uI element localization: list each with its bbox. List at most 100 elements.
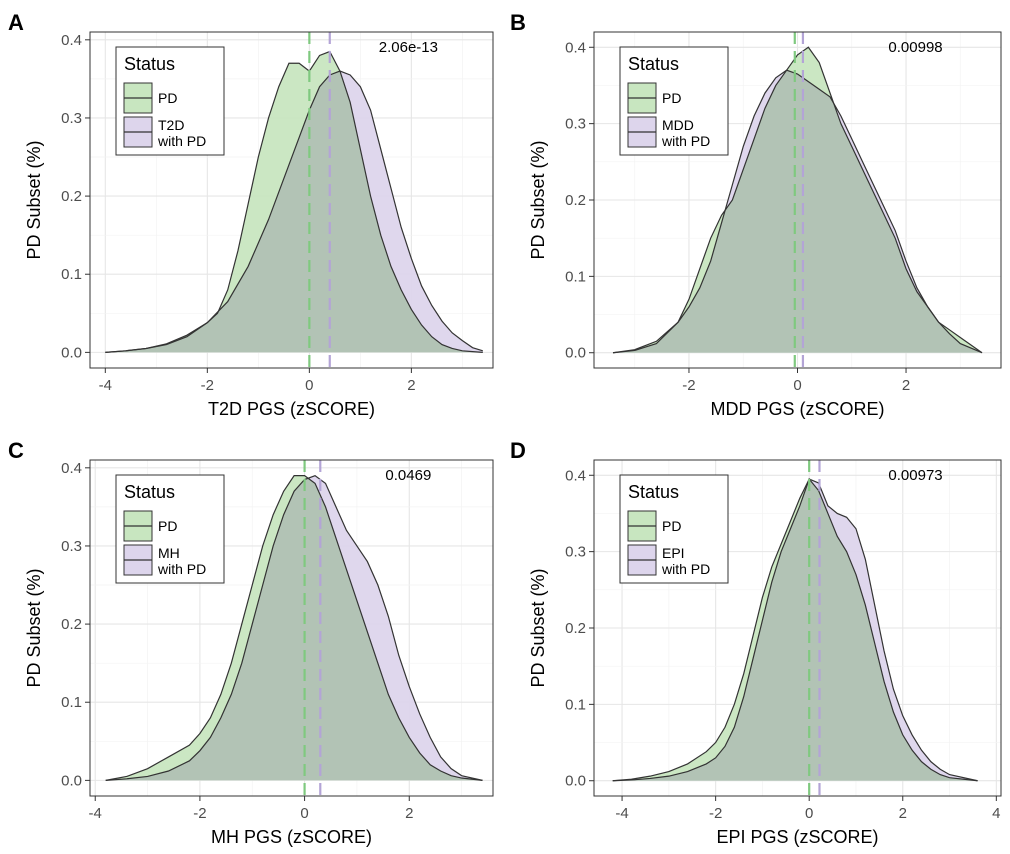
- y-tick-label: 0.1: [565, 268, 586, 285]
- legend-label-comorbid: MDD with PD: [661, 117, 710, 149]
- density-outline-pd: [105, 475, 483, 781]
- density-outline-comorbid: [612, 69, 983, 354]
- p-value-annotation: 0.00998: [888, 39, 942, 56]
- legend-label-comorbid: MH with PD: [157, 545, 206, 577]
- x-tick-label: 0: [300, 805, 308, 822]
- x-tick-label: 2: [899, 805, 907, 822]
- legend-label-line: with PD: [661, 561, 710, 577]
- legend-label-line: MDD: [662, 117, 694, 133]
- legend-label-line: T2D: [158, 117, 184, 133]
- x-tick-label: -2: [201, 377, 214, 394]
- y-tick-label: 0.3: [565, 544, 586, 561]
- legend-label-line: with PD: [157, 561, 206, 577]
- plot-border: [89, 459, 494, 797]
- y-tick-label: 0.4: [565, 467, 586, 484]
- y-tick-label: 0.1: [61, 266, 82, 283]
- legend-label-line: MH: [158, 545, 180, 561]
- x-tick-label: 0: [305, 377, 313, 394]
- y-tick-label: 0.2: [565, 192, 586, 209]
- p-value-annotation: 0.0469: [385, 467, 431, 484]
- y-tick-label: 0.2: [565, 620, 586, 637]
- legend: Status PD T2D with PD: [115, 46, 225, 156]
- x-tick-label: 2: [405, 805, 413, 822]
- density-area-comorbid: [105, 475, 483, 781]
- y-axis-title: PD Subset (%): [24, 568, 44, 687]
- x-tick-label: 4: [992, 805, 1000, 822]
- legend: Status PD MH with PD: [115, 474, 225, 584]
- x-axis-title: MH PGS (zSCORE): [211, 827, 372, 847]
- x-tick-label: -4: [89, 805, 102, 822]
- legend-title: Status: [628, 482, 679, 502]
- p-value-annotation: 2.06e-13: [379, 39, 438, 56]
- x-tick-label: -4: [99, 377, 112, 394]
- legend-label-pd: PD: [158, 518, 177, 534]
- panel-letter: A: [8, 10, 24, 35]
- panel-letter: C: [8, 438, 24, 463]
- y-tick-label: 0.3: [61, 110, 82, 127]
- y-axis-title: PD Subset (%): [24, 140, 44, 259]
- axes: -2 0 2 0.0 0.1 0.2 0.3 0.4: [565, 39, 910, 394]
- y-tick-label: 0.4: [61, 32, 82, 49]
- x-tick-label: -4: [615, 805, 628, 822]
- legend-label-line: with PD: [661, 133, 710, 149]
- density-area-comorbid: [105, 71, 483, 353]
- y-tick-label: 0.1: [61, 694, 82, 711]
- density-outline-comorbid: [105, 474, 483, 781]
- y-tick-label: 0.2: [61, 188, 82, 205]
- y-tick-label: 0.0: [565, 345, 586, 362]
- y-tick-label: 0.3: [61, 538, 82, 555]
- y-tick-label: 0.2: [61, 616, 82, 633]
- legend-label-comorbid: T2D with PD: [157, 117, 206, 149]
- axes: -4 -2 0 2 4 0.0 0.1 0.2 0.3 0.4: [565, 467, 1000, 822]
- y-tick-label: 0.0: [61, 344, 82, 361]
- p-value-annotation: 0.00973: [888, 467, 942, 484]
- density-areas: [612, 46, 983, 354]
- x-tick-label: 0: [793, 377, 801, 394]
- legend-label-line: PD: [662, 518, 681, 534]
- density-outline-comorbid: [105, 70, 483, 353]
- y-tick-label: 0.0: [61, 772, 82, 789]
- y-tick-label: 0.1: [565, 696, 586, 713]
- x-tick-label: -2: [682, 377, 695, 394]
- panel-a: -4 -2 0 2 0.0 0.1 0.2 0.3 0.4 T2D PGS (zSCORE) PD …: [8, 10, 494, 419]
- x-tick-label: 2: [902, 377, 910, 394]
- x-axis-title: MDD PGS (zSCORE): [710, 399, 884, 419]
- x-axis-title: T2D PGS (zSCORE): [208, 399, 375, 419]
- density-outline-pd: [612, 46, 983, 354]
- legend-label-line: PD: [158, 518, 177, 534]
- legend-label-line: PD: [158, 90, 177, 106]
- panel-c: -4 -2 0 2 0.0 0.1 0.2 0.3 0.4 MH PGS (zSCORE) PD S…: [8, 438, 494, 847]
- legend-label-pd: PD: [158, 90, 177, 106]
- legend: Status PD MDD with PD: [619, 46, 729, 156]
- x-tick-label: 2: [407, 377, 415, 394]
- legend-label-line: EPI: [662, 545, 685, 561]
- panel-d: -4 -2 0 2 4 0.0 0.1 0.2 0.3 0.4 EPI PGS (zSCORE) PD…: [510, 438, 1002, 847]
- y-tick-label: 0.0: [565, 773, 586, 790]
- y-axis-title: PD Subset (%): [528, 140, 548, 259]
- legend-title: Status: [124, 482, 175, 502]
- density-area-comorbid: [612, 70, 983, 353]
- density-area-comorbid: [612, 479, 978, 781]
- legend-label-pd: PD: [662, 518, 681, 534]
- panel-b: -2 0 2 0.0 0.1 0.2 0.3 0.4 MDD PGS (zSCORE) PD Su…: [510, 10, 1002, 419]
- legend-label-line: with PD: [157, 133, 206, 149]
- y-axis-title: PD Subset (%): [528, 568, 548, 687]
- density-areas: [105, 50, 483, 353]
- axes: -4 -2 0 2 0.0 0.1 0.2 0.3 0.4: [61, 32, 415, 394]
- axes: -4 -2 0 2 0.0 0.1 0.2 0.3 0.4: [61, 460, 413, 822]
- plot-border: [89, 31, 494, 369]
- x-tick-label: 0: [805, 805, 813, 822]
- legend-label-pd: PD: [662, 90, 681, 106]
- y-tick-label: 0.4: [61, 460, 82, 477]
- x-axis-title: EPI PGS (zSCORE): [716, 827, 878, 847]
- legend-label-comorbid: EPI with PD: [661, 545, 710, 577]
- legend-title: Status: [124, 54, 175, 74]
- x-tick-label: -2: [709, 805, 722, 822]
- y-tick-label: 0.3: [565, 116, 586, 133]
- legend: Status PD EPI with PD: [619, 474, 729, 584]
- x-tick-label: -2: [193, 805, 206, 822]
- density-areas: [105, 474, 483, 781]
- panel-letter: D: [510, 438, 526, 463]
- y-tick-label: 0.4: [565, 39, 586, 56]
- legend-label-line: PD: [662, 90, 681, 106]
